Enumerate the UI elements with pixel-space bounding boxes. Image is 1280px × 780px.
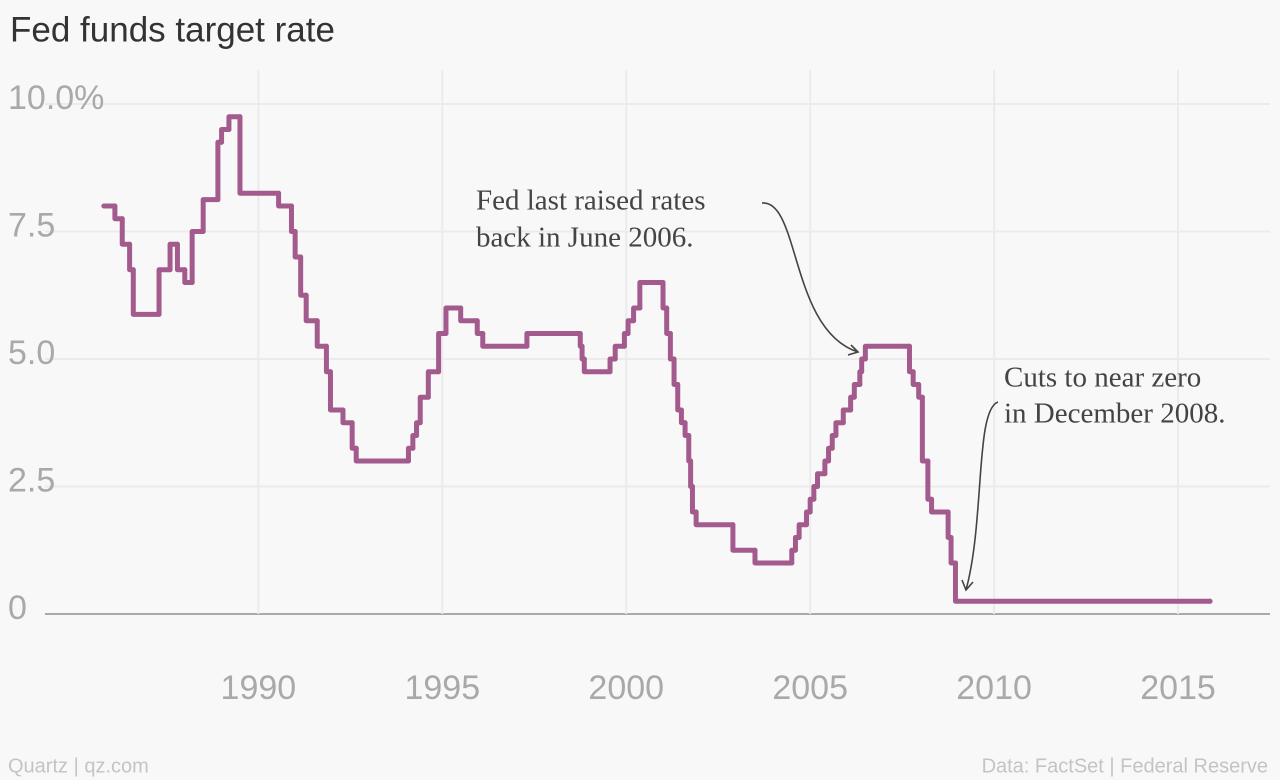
arrow-head: [847, 344, 860, 356]
line-step: [952, 560, 1213, 604]
line-step: [925, 458, 935, 502]
line-step: [349, 420, 359, 451]
source-left: Quartz | qz.com: [8, 755, 149, 777]
line-step: [130, 267, 162, 317]
line-step: [862, 343, 912, 362]
arrow-head: [961, 579, 974, 592]
grid: 0 2.5 5.0 7.5 10.0% 1990 1995 2000 2005 2010 2015: [8, 70, 1270, 707]
line-step: [298, 254, 309, 298]
line-step: [417, 394, 431, 426]
x-tick-label: 2005: [772, 669, 848, 707]
line-step: [612, 343, 627, 362]
line-step: [292, 229, 304, 260]
annotation: Cuts to near zero: [1004, 362, 1201, 394]
x-tick-label: 2015: [1140, 669, 1216, 707]
line-step: [675, 382, 684, 413]
line-step: [480, 331, 530, 349]
x-tick-label: 1990: [221, 669, 297, 707]
y-tick-label: 2.5: [8, 461, 55, 499]
line-step: [288, 203, 298, 234]
source-right: Data: FactSet | Federal Reserve: [982, 755, 1268, 777]
line-step: [637, 280, 666, 311]
line-step: [730, 522, 758, 553]
x-tick-label: 2000: [588, 669, 664, 707]
line-step: [686, 433, 694, 464]
line-step: [237, 114, 282, 196]
line-step: [174, 241, 188, 273]
y-tick-label: 10.0%: [8, 79, 104, 117]
line-step: [929, 496, 951, 515]
line-step: [200, 197, 221, 234]
x-tick-label: 1995: [404, 669, 480, 707]
annotation: back in June 2006.: [476, 222, 693, 254]
series: [101, 114, 1213, 604]
y-tick-label: 7.5: [8, 206, 55, 244]
line-step: [945, 509, 954, 540]
x-tick-label: 2010: [956, 669, 1032, 707]
annotation-arrow: [761, 202, 859, 353]
line-step: [689, 484, 699, 515]
line-step: [340, 407, 355, 426]
line-step: [524, 331, 583, 349]
line-step: [127, 241, 136, 273]
line-step: [327, 369, 346, 413]
line-step: [660, 280, 670, 311]
line-step: [693, 509, 736, 528]
line-step: [688, 458, 695, 489]
line-step: [314, 318, 329, 349]
line-step: [458, 305, 480, 324]
annotation: in December 2008.: [1004, 398, 1225, 430]
line-step: [443, 305, 464, 336]
line-step: [276, 190, 294, 209]
y-tick-label: 5.0: [8, 334, 55, 372]
line-step: [581, 356, 613, 375]
line-step: [215, 139, 225, 203]
line-step: [664, 305, 673, 336]
line-step: [226, 114, 243, 132]
annotation-arrow: [965, 401, 999, 591]
line-step: [353, 445, 411, 464]
chart-title: Fed funds target rate: [10, 10, 335, 49]
annotation: Fed last raised rates: [476, 185, 706, 217]
line-step: [425, 369, 442, 400]
line-step: [919, 394, 931, 464]
line-step: [948, 535, 958, 566]
line-step: [189, 229, 206, 285]
line-step: [671, 356, 681, 387]
line-step: [156, 267, 173, 317]
line-step: [303, 292, 320, 324]
y-tick-label: 0: [8, 589, 27, 627]
line-step: [752, 547, 795, 566]
line-step: [667, 331, 677, 362]
